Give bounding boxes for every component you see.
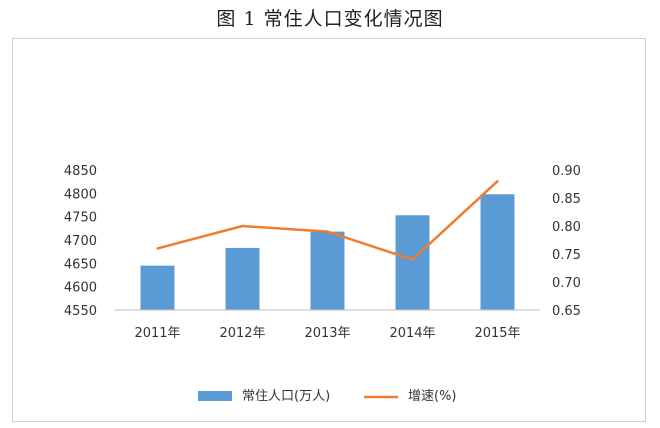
y-left-tick-label: 4650: [64, 257, 97, 272]
legend-swatch-bar: [198, 391, 232, 401]
y-right-tick-label: 0.75: [552, 248, 581, 263]
y-left-tick-label: 4800: [64, 187, 97, 202]
y-right-tick-label: 0.70: [552, 276, 581, 291]
y-right-tick-label: 0.65: [552, 304, 581, 319]
y-right-tick-label: 0.90: [552, 164, 581, 179]
line-point: [326, 230, 329, 233]
x-tick-label: 2011年: [134, 326, 180, 341]
bar: [310, 231, 345, 310]
bar: [225, 247, 260, 310]
left-axis: 4550 4600 4650 4700 4750 4800 4850: [64, 164, 97, 319]
y-left-tick-label: 4850: [64, 164, 97, 179]
bar-series: [140, 194, 515, 310]
x-tick-label: 2015年: [474, 326, 520, 341]
bar: [140, 265, 175, 310]
y-right-tick-label: 0.85: [552, 192, 581, 207]
y-left-tick-label: 4750: [64, 211, 97, 226]
legend: 常住人口(万人) 增速(%): [198, 389, 457, 404]
chart-frame: [12, 38, 646, 422]
line-point: [156, 247, 159, 250]
x-tick-label: 2013年: [304, 326, 350, 341]
right-axis: 0.65 0.70 0.75 0.80 0.85 0.90: [552, 164, 581, 319]
y-left-tick-label: 4600: [64, 281, 97, 296]
y-right-tick-label: 0.80: [552, 220, 581, 235]
y-left-tick-label: 4700: [64, 234, 97, 249]
x-axis: 2011年 2012年 2013年 2014年 2015年: [115, 309, 540, 341]
legend-label: 常住人口(万人): [242, 389, 330, 404]
line-point: [411, 258, 414, 261]
y-left-tick-label: 4550: [64, 304, 97, 319]
bar: [395, 215, 430, 310]
line-point: [496, 180, 499, 183]
x-tick-label: 2014年: [389, 326, 435, 341]
line-series: [156, 180, 499, 261]
line-point: [241, 224, 244, 228]
x-tick-label: 2012年: [219, 326, 265, 341]
legend-label: 增速(%): [408, 389, 457, 404]
bar: [480, 194, 515, 310]
chart-title: 图 1 常住人口变化情况图: [216, 8, 444, 30]
